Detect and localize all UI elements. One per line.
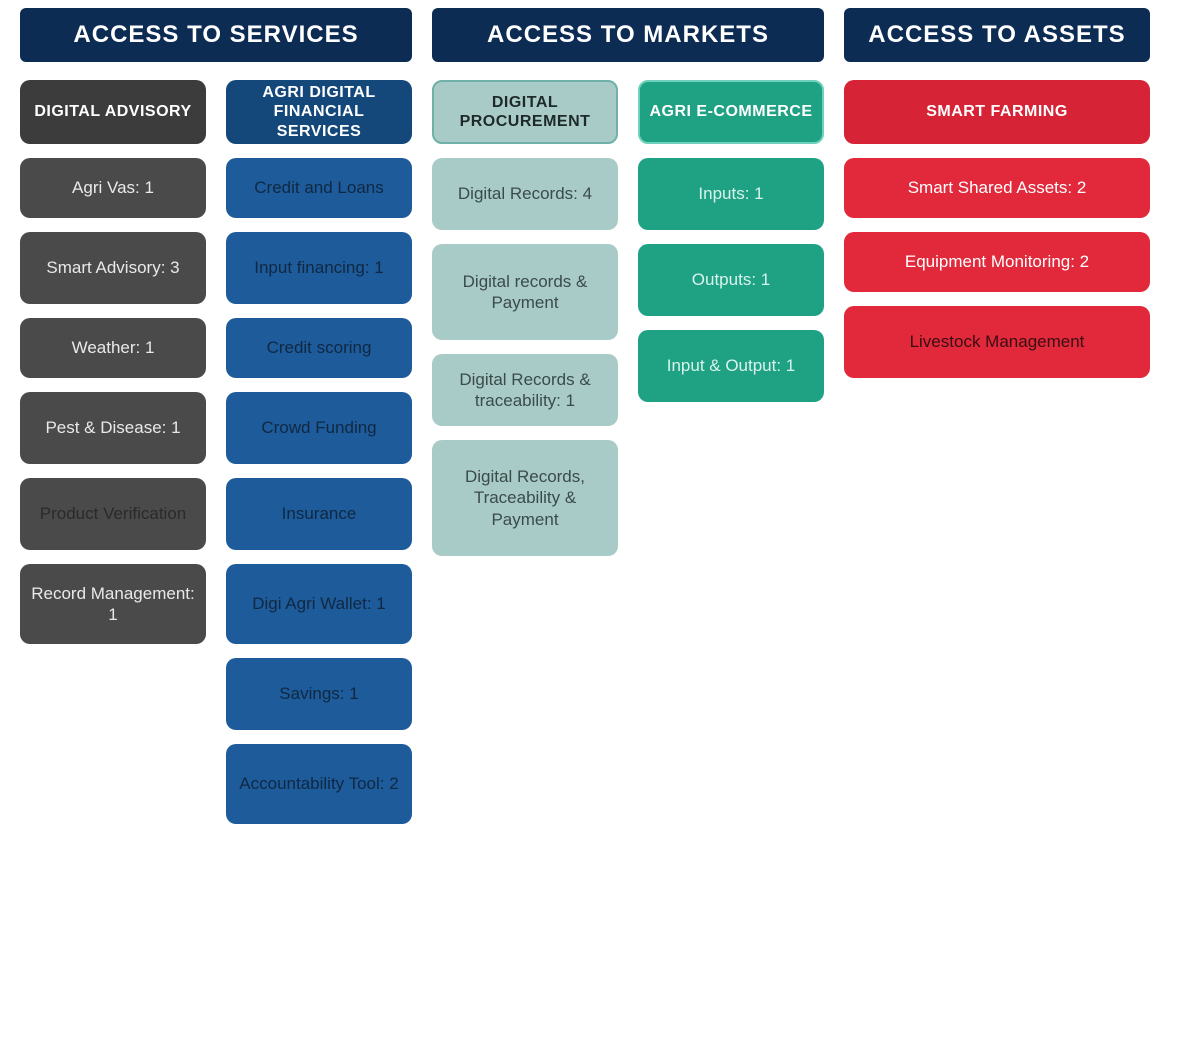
section-header-assets: Access to Assets bbox=[844, 8, 1150, 62]
section-header-markets: Access to Markets bbox=[432, 8, 824, 62]
section-headers-row: Access to Services Access to Markets Acc… bbox=[20, 8, 1180, 62]
item-digital-records-traceability-payment: Digital Records, Traceability & Payment bbox=[432, 440, 618, 556]
column-digital-procurement: Digital Procurement Digital Records: 4 D… bbox=[432, 80, 618, 556]
category-header-agri-ecommerce: Agri E-Commerce bbox=[638, 80, 824, 144]
item-crowd-funding: Crowd Funding bbox=[226, 392, 412, 464]
item-equipment-monitoring: Equipment Monitoring: 2 bbox=[844, 232, 1150, 292]
item-agri-vas: Agri Vas: 1 bbox=[20, 158, 206, 218]
item-insurance: Insurance bbox=[226, 478, 412, 550]
item-input-financing: Input financing: 1 bbox=[226, 232, 412, 304]
category-header-agri-financial-services: Agri Digital Financial Services bbox=[226, 80, 412, 144]
item-inputs: Inputs: 1 bbox=[638, 158, 824, 230]
category-header-smart-farming: Smart Farming bbox=[844, 80, 1150, 144]
item-weather: Weather: 1 bbox=[20, 318, 206, 378]
item-savings: Savings: 1 bbox=[226, 658, 412, 730]
column-agri-financial-services: Agri Digital Financial Services Credit a… bbox=[226, 80, 412, 824]
item-outputs: Outputs: 1 bbox=[638, 244, 824, 316]
column-agri-ecommerce: Agri E-Commerce Inputs: 1 Outputs: 1 Inp… bbox=[638, 80, 824, 402]
item-input-output: Input & Output: 1 bbox=[638, 330, 824, 402]
item-pest-disease: Pest & Disease: 1 bbox=[20, 392, 206, 464]
item-record-management: Record Management: 1 bbox=[20, 564, 206, 644]
item-product-verification: Product Verification bbox=[20, 478, 206, 550]
item-digital-records-traceability: Digital Records & traceability: 1 bbox=[432, 354, 618, 426]
item-credit-scoring: Credit scoring bbox=[226, 318, 412, 378]
item-digital-records: Digital Records: 4 bbox=[432, 158, 618, 230]
category-header-digital-advisory: Digital Advisory bbox=[20, 80, 206, 144]
column-digital-advisory: Digital Advisory Agri Vas: 1 Smart Advis… bbox=[20, 80, 206, 644]
item-accountability-tool: Accountability Tool: 2 bbox=[226, 744, 412, 824]
item-livestock-management: Livestock Management bbox=[844, 306, 1150, 378]
item-credit-loans: Credit and Loans bbox=[226, 158, 412, 218]
item-smart-shared-assets: Smart Shared Assets: 2 bbox=[844, 158, 1150, 218]
item-smart-advisory: Smart Advisory: 3 bbox=[20, 232, 206, 304]
category-header-digital-procurement: Digital Procurement bbox=[432, 80, 618, 144]
section-header-services: Access to Services bbox=[20, 8, 412, 62]
item-digital-records-payment: Digital records & Payment bbox=[432, 244, 618, 340]
item-digi-agri-wallet: Digi Agri Wallet: 1 bbox=[226, 564, 412, 644]
columns-row: Digital Advisory Agri Vas: 1 Smart Advis… bbox=[20, 80, 1180, 824]
column-smart-farming: Smart Farming Smart Shared Assets: 2 Equ… bbox=[844, 80, 1150, 378]
